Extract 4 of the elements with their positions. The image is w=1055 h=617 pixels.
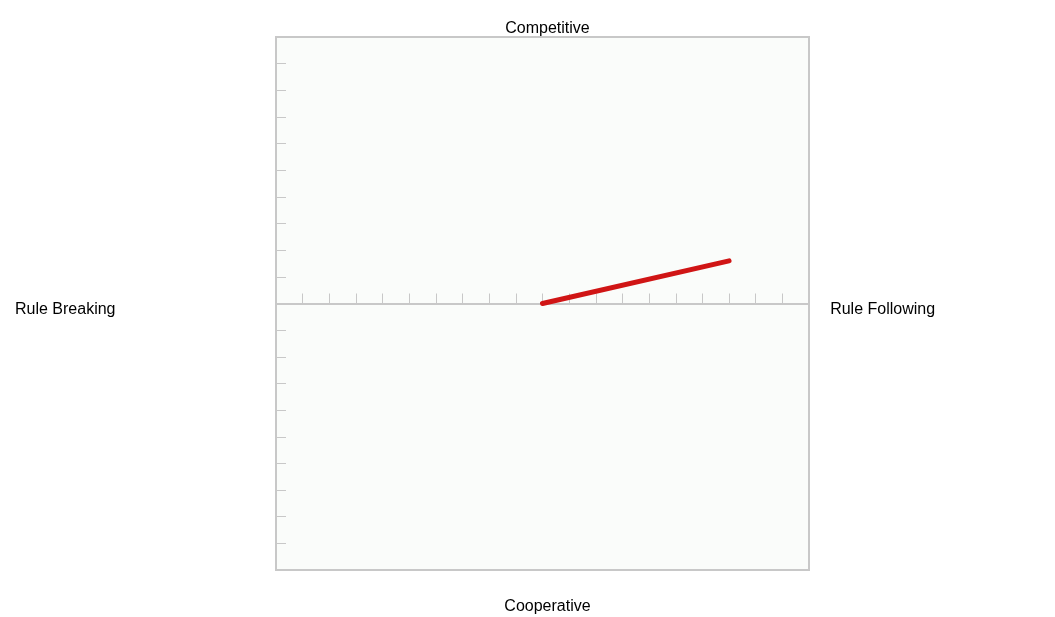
text: Competitive bbox=[505, 18, 590, 36]
text: Rule Breaking bbox=[15, 300, 116, 317]
text: Cooperative bbox=[504, 596, 591, 614]
text: Rule Following bbox=[830, 300, 936, 317]
